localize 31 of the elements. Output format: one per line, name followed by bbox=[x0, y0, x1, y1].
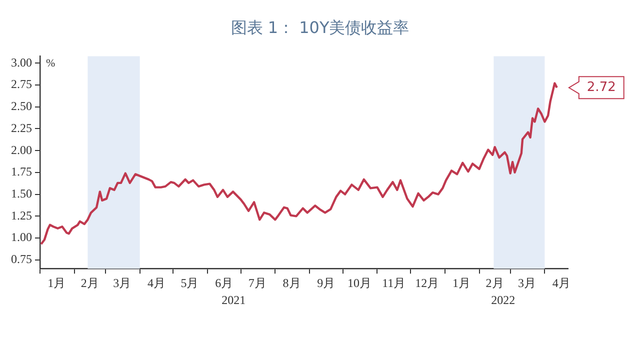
y-tick-label: 1.75 bbox=[11, 164, 32, 179]
x-tick-label: 7月 bbox=[248, 276, 266, 290]
y-tick-label: 3.00 bbox=[11, 55, 32, 70]
x-tick-label: 2月 bbox=[80, 276, 99, 290]
x-tick-label: 5月 bbox=[180, 276, 199, 290]
y-tick-label: 2.00 bbox=[11, 142, 32, 157]
x-tick-label: 3月 bbox=[518, 276, 536, 290]
x-tick-label: 2月 bbox=[486, 276, 504, 290]
x-tick-label: 4月 bbox=[552, 276, 570, 290]
x-tick-label: 1月 bbox=[48, 276, 66, 290]
y-tick-label: 2.50 bbox=[11, 99, 32, 114]
text: 2021 bbox=[222, 292, 246, 307]
y-tick-label: 1.00 bbox=[11, 230, 32, 244]
x-tick-label: 3月 bbox=[113, 276, 132, 290]
x-tick-label: 4月 bbox=[147, 276, 166, 290]
y-tick-label: 1.25 bbox=[11, 208, 32, 222]
x-tick-label: 9月 bbox=[317, 276, 336, 290]
y-axis-title: % bbox=[46, 58, 56, 70]
text: 2022 bbox=[491, 292, 516, 307]
x-tick-label: 6月 bbox=[215, 276, 234, 290]
x-tick-label: 11月 bbox=[382, 276, 406, 290]
annotation: 2.72 bbox=[586, 80, 616, 96]
x-tick-label: 10月 bbox=[347, 276, 372, 290]
y-tick-label: 2.75 bbox=[11, 77, 32, 92]
x-tick-label: 12月 bbox=[415, 276, 440, 290]
y-tick-label: 1.50 bbox=[11, 186, 32, 200]
y-tick-label: 0.75 bbox=[11, 252, 32, 266]
x-tick-label: 8月 bbox=[282, 276, 301, 290]
chart-title: 图表 1： 10Y美债收益率 bbox=[230, 17, 410, 39]
y-tick-label: 2.25 bbox=[11, 120, 32, 135]
x-tick-label: 1月 bbox=[452, 276, 471, 290]
